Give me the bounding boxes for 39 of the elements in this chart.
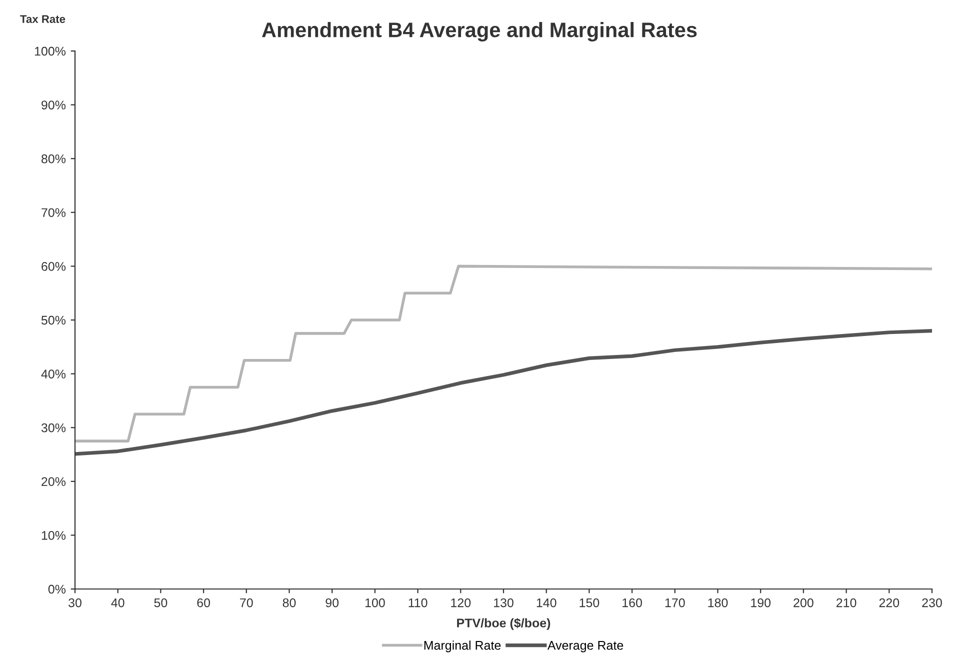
- x-tick-label: 140: [536, 598, 556, 608]
- x-tick-label: 30: [68, 598, 82, 608]
- y-tick-label: 90%: [42, 100, 66, 110]
- y-tick-label: 30%: [41, 423, 66, 432]
- x-tick-label: 40: [111, 598, 124, 608]
- x-tick-label: 130: [494, 598, 514, 608]
- x-tick-label: 70: [240, 598, 253, 608]
- x-tick-label: 80: [282, 598, 296, 608]
- y-tick-label: 50%: [41, 316, 66, 325]
- x-tick-label: 110: [408, 598, 428, 608]
- x-tick-label: 210: [836, 598, 856, 608]
- x-tick-label: 100: [365, 598, 385, 608]
- x-tick-label: 190: [751, 598, 771, 608]
- x-tick-label: 160: [622, 598, 642, 608]
- x-tick-label: 50: [154, 598, 168, 608]
- x-tick-label: 170: [665, 598, 685, 608]
- y-axis-title: Tax Rate: [20, 15, 66, 23]
- legend-label: Average Rate: [547, 641, 624, 652]
- y-tick-label: 20%: [42, 477, 66, 486]
- x-tick-label: 120: [451, 598, 471, 608]
- x-tick-label: 220: [879, 598, 900, 608]
- x-tick-label: 180: [708, 598, 728, 608]
- x-tick-label: 200: [794, 598, 814, 608]
- x-tick-label: 90: [326, 598, 339, 608]
- y-tick-label: 0%: [48, 584, 66, 594]
- y-tick-label: 60%: [42, 262, 66, 271]
- x-tick-label: 150: [580, 598, 600, 608]
- y-tick-label: 40%: [41, 370, 66, 378]
- x-tick-label: 230: [922, 598, 942, 608]
- y-tick-label: 70%: [42, 208, 66, 218]
- x-axis-title: PTV/boe ($/boe): [457, 618, 550, 630]
- line-series: [75, 328, 932, 456]
- line-series: [75, 264, 932, 442]
- x-tick-label: 60: [197, 598, 210, 608]
- y-tick-label: 80%: [42, 154, 66, 164]
- chart-title: Amendment B4 Average and Marginal Rates: [262, 22, 697, 42]
- y-tick-label: 10%: [42, 531, 66, 540]
- y-tick-label: 100%: [34, 46, 66, 56]
- legend-label: Marginal Rate: [424, 640, 501, 652]
